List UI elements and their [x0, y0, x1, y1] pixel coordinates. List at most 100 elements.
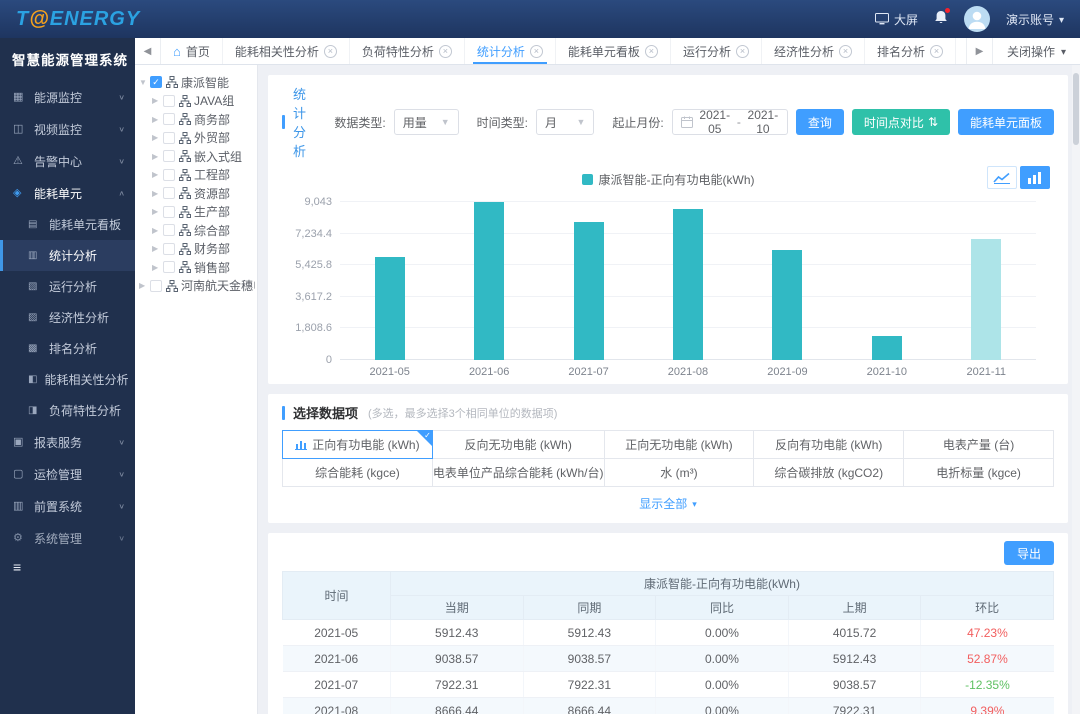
- option-reverse-active-energy[interactable]: 反向有功电能 (kWh): [754, 431, 903, 458]
- option-meter-output[interactable]: 电表产量 (台): [904, 431, 1053, 458]
- caret-right-icon[interactable]: ▶: [152, 226, 162, 235]
- tab-ranking-analysis[interactable]: 排名分析 ×: [865, 38, 956, 64]
- caret-right-icon[interactable]: ▶: [152, 96, 162, 105]
- checkbox[interactable]: [163, 261, 175, 273]
- sidebar-item-load-character-analysis[interactable]: ◨ 负荷特性分析: [0, 395, 135, 426]
- caret-right-icon[interactable]: ▶: [152, 133, 162, 142]
- close-icon[interactable]: ×: [530, 45, 543, 58]
- month-range-input[interactable]: 2021-05 - 2021-10: [672, 109, 788, 135]
- chart-bar[interactable]: [474, 202, 504, 360]
- checkbox[interactable]: [163, 187, 175, 199]
- caret-right-icon[interactable]: ▶: [152, 170, 162, 179]
- big-screen-button[interactable]: 大屏: [875, 11, 918, 28]
- sidebar-item-report-service[interactable]: ▣ 报表服务 ∨: [0, 426, 135, 458]
- option-carbon-emission[interactable]: 综合碳排放 (kgCO2): [754, 459, 903, 486]
- checkbox[interactable]: [163, 206, 175, 218]
- sidebar-item-ranking-analysis[interactable]: ▩ 排名分析: [0, 333, 135, 364]
- option-meter-unit-energy[interactable]: 电表单位产品综合能耗 (kWh/台): [433, 459, 604, 486]
- tabs-scroll-right-button[interactable]: ▶: [966, 38, 992, 64]
- time-compare-button[interactable]: 时间点对比⇅: [852, 109, 950, 135]
- tree-node[interactable]: ▶综合部: [139, 221, 255, 240]
- option-comprehensive-energy[interactable]: 综合能耗 (kgce): [283, 459, 432, 486]
- data-type-select[interactable]: 用量 ▼: [394, 109, 459, 135]
- caret-right-icon[interactable]: ▶: [152, 207, 162, 216]
- tab-statistic-analysis[interactable]: 统计分析 ×: [465, 38, 556, 64]
- sidebar-item-energy-monitoring[interactable]: ▦ 能源监控 ∨: [0, 81, 135, 113]
- tree-node-sibling[interactable]: ▶ 河南航天金穗电子有: [139, 277, 255, 296]
- caret-right-icon[interactable]: ▶: [152, 189, 162, 198]
- sidebar-item-unit-board[interactable]: ▤ 能耗单元看板: [0, 209, 135, 240]
- chart-bar[interactable]: [574, 222, 604, 360]
- tree-node[interactable]: ▶JAVA组: [139, 92, 255, 111]
- checkbox[interactable]: [150, 280, 162, 292]
- caret-right-icon[interactable]: ▶: [152, 244, 162, 253]
- sidebar-item-ops-management[interactable]: ▢ 运检管理 ∨: [0, 458, 135, 490]
- caret-right-icon[interactable]: ▶: [152, 152, 162, 161]
- tab-home[interactable]: ⌂ 首页: [161, 38, 223, 64]
- caret-right-icon[interactable]: ▶: [139, 281, 149, 290]
- caret-right-icon[interactable]: ▶: [152, 263, 162, 272]
- tree-node-root[interactable]: ▼ ✓ 康派智能: [139, 73, 255, 92]
- sidebar-item-statistic-analysis[interactable]: ▥ 统计分析: [0, 240, 135, 271]
- caret-down-icon[interactable]: ▼: [139, 78, 149, 87]
- option-forward-active-energy[interactable]: 正向有功电能 (kWh) ✓: [283, 431, 432, 458]
- tab-unit-board[interactable]: 能耗单元看板 ×: [556, 38, 671, 64]
- checkbox[interactable]: [163, 95, 175, 107]
- chart-bar[interactable]: [375, 257, 405, 360]
- avatar[interactable]: [964, 6, 990, 32]
- tree-node[interactable]: ▶生产部: [139, 203, 255, 222]
- close-icon[interactable]: ×: [930, 45, 943, 58]
- checkbox-checked[interactable]: ✓: [150, 76, 162, 88]
- show-all-button[interactable]: 显示全部: [282, 489, 1054, 517]
- tree-node[interactable]: ▶资源部: [139, 184, 255, 203]
- tab-correlation-analysis[interactable]: 能耗相关性分析 ×: [223, 38, 350, 64]
- chart-bar[interactable]: [872, 336, 902, 360]
- tab-run-analysis[interactable]: 运行分析 ×: [671, 38, 762, 64]
- chart-legend[interactable]: 康派智能-正向有功电能(kWh): [582, 171, 755, 188]
- checkbox[interactable]: [163, 113, 175, 125]
- tree-node[interactable]: ▶财务部: [139, 240, 255, 259]
- option-water[interactable]: 水 (m³): [605, 459, 754, 486]
- sidebar-item-run-analysis[interactable]: ▧ 运行分析: [0, 271, 135, 302]
- chart-bar[interactable]: [971, 239, 1001, 360]
- option-forward-reactive-energy[interactable]: 正向无功电能 (kWh): [605, 431, 754, 458]
- checkbox[interactable]: [163, 243, 175, 255]
- close-icon[interactable]: ×: [439, 45, 452, 58]
- sidebar-item-front-system[interactable]: ▥ 前置系统 ∨: [0, 490, 135, 522]
- chart-bar[interactable]: [772, 250, 802, 360]
- tree-node[interactable]: ▶嵌入式组: [139, 147, 255, 166]
- checkbox[interactable]: [163, 132, 175, 144]
- checkbox[interactable]: [163, 169, 175, 181]
- sidebar-item-energy-unit[interactable]: ◈ 能耗单元 ∧: [0, 177, 135, 209]
- tree-node[interactable]: ▶工程部: [139, 166, 255, 185]
- notification-bell-button[interactable]: [934, 10, 948, 28]
- tab-economy-analysis[interactable]: 经济性分析 ×: [762, 38, 865, 64]
- sidebar-collapse-button[interactable]: ≡: [0, 554, 135, 580]
- query-button[interactable]: 查询: [796, 109, 844, 135]
- sidebar-item-correlation-analysis[interactable]: ◧ 能耗相关性分析: [0, 364, 135, 395]
- scrollbar-thumb[interactable]: [1073, 73, 1079, 145]
- bar-chart-toggle-button[interactable]: [1020, 166, 1050, 189]
- unit-panel-button[interactable]: 能耗单元面板: [958, 109, 1054, 135]
- option-electricity-standard[interactable]: 电折标量 (kgce): [904, 459, 1053, 486]
- option-reverse-reactive-energy[interactable]: 反向无功电能 (kWh): [433, 431, 604, 458]
- time-type-select[interactable]: 月 ▼: [536, 109, 594, 135]
- sidebar-item-video-monitoring[interactable]: ◫ 视频监控 ∨: [0, 113, 135, 145]
- checkbox[interactable]: [163, 224, 175, 236]
- close-icon[interactable]: ×: [324, 45, 337, 58]
- sidebar-item-economy-analysis[interactable]: ▨ 经济性分析: [0, 302, 135, 333]
- chart-bar[interactable]: [673, 209, 703, 360]
- tab-load-character-analysis[interactable]: 负荷特性分析 ×: [350, 38, 465, 64]
- caret-right-icon[interactable]: ▶: [152, 115, 162, 124]
- sidebar-item-system-management[interactable]: ⚙ 系统管理 ∨: [0, 522, 135, 554]
- sidebar-item-alarm-center[interactable]: ⚠ 告警中心 ∨: [0, 145, 135, 177]
- close-icon[interactable]: ×: [645, 45, 658, 58]
- line-chart-toggle-button[interactable]: [987, 166, 1017, 189]
- tree-node[interactable]: ▶销售部: [139, 258, 255, 277]
- close-operations-menu[interactable]: 关闭操作: [992, 38, 1080, 64]
- tabs-scroll-left-button[interactable]: ◀: [135, 38, 161, 64]
- close-icon[interactable]: ×: [839, 45, 852, 58]
- checkbox[interactable]: [163, 150, 175, 162]
- account-menu[interactable]: 演示账号: [1006, 11, 1064, 28]
- export-button[interactable]: 导出: [1004, 541, 1054, 565]
